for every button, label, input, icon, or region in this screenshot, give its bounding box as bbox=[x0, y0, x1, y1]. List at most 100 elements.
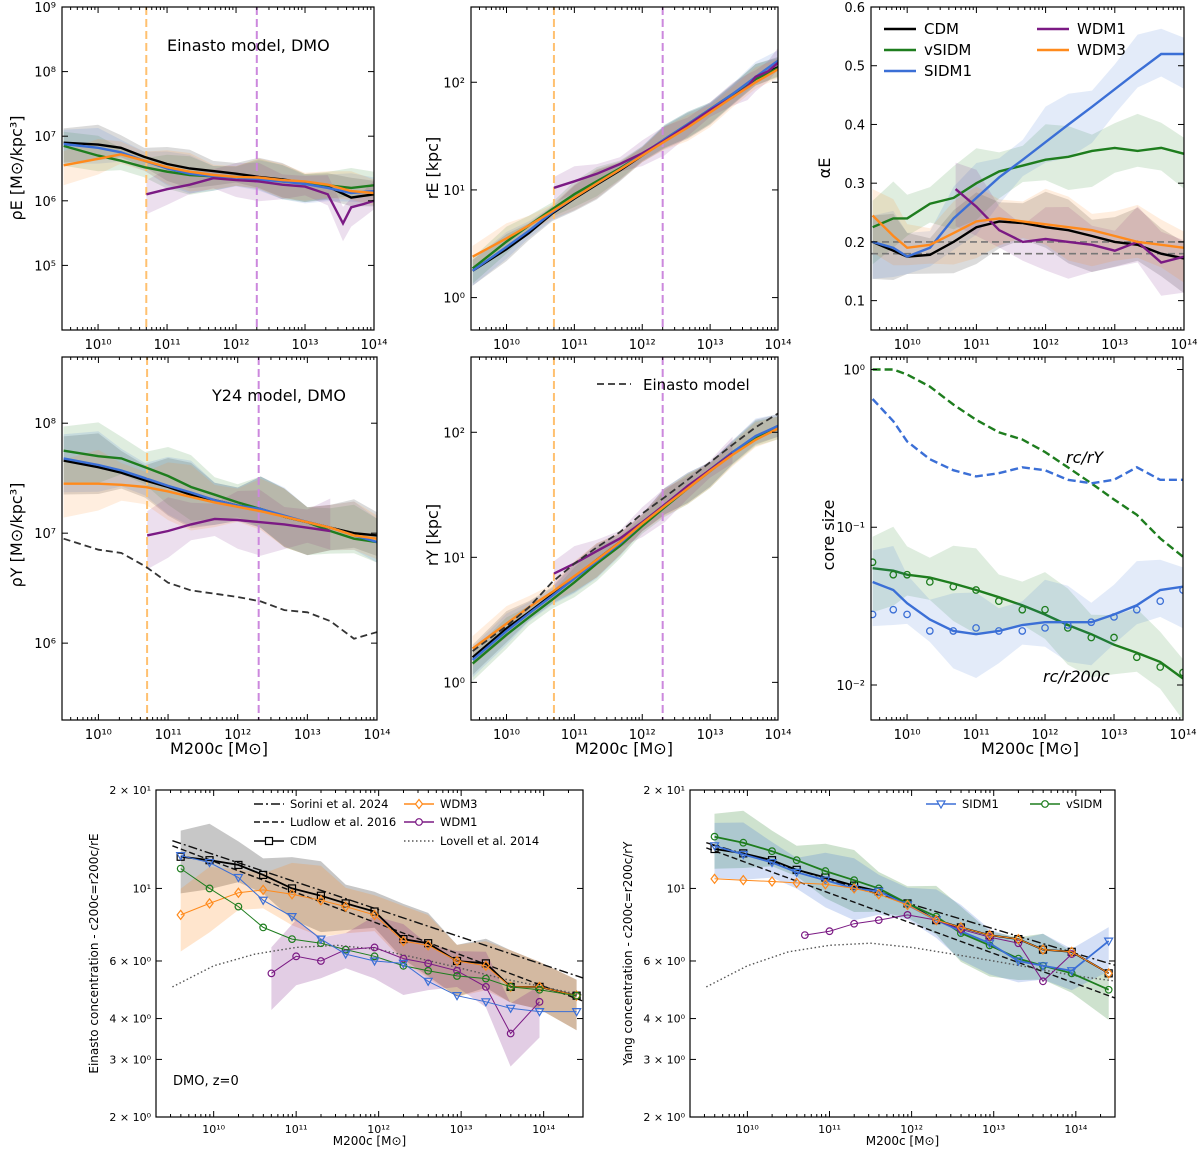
panel-rY: 10¹⁰ 10¹¹ 10¹² 10¹³ 10¹⁴ 10⁰ 10¹ 10² rY [kpc] M20… bbox=[423, 356, 791, 758]
scatter-band-CDM bbox=[872, 191, 1184, 294]
scatter-band-SIDM1 bbox=[872, 28, 1184, 279]
scatter-band-CDM bbox=[180, 823, 577, 1031]
data-point bbox=[1014, 939, 1023, 948]
series-line-WDM3 bbox=[471, 427, 778, 650]
y-tick-label: 6 × 10⁰ bbox=[109, 955, 151, 968]
y-axis-label: rY [kpc] bbox=[423, 504, 442, 566]
data-point bbox=[767, 876, 777, 887]
data-point bbox=[902, 901, 913, 911]
x-tick-label: 10¹³ bbox=[450, 1123, 473, 1136]
data-point bbox=[481, 982, 490, 991]
x-tick-label: 10¹¹ bbox=[285, 1123, 308, 1136]
data-point bbox=[398, 959, 409, 969]
x-axis-label: M200c [M⊙] bbox=[866, 1134, 939, 1148]
core-marker bbox=[1156, 663, 1165, 671]
data-point bbox=[258, 884, 268, 896]
scatter-band-SIDM1 bbox=[472, 414, 778, 678]
scatter-band-vSIDM bbox=[63, 131, 374, 203]
data-point bbox=[481, 974, 490, 983]
x-tick-label: 10¹¹ bbox=[561, 728, 588, 743]
core-marker bbox=[949, 627, 958, 635]
x-tick-label: 10¹² bbox=[1032, 338, 1059, 353]
y-tick-label: 10⁸ bbox=[34, 66, 56, 81]
series-line-WDM3 bbox=[472, 68, 778, 258]
data-point bbox=[370, 952, 379, 961]
legend-label: SIDM1 bbox=[962, 797, 999, 811]
data-point bbox=[424, 959, 433, 968]
data-point bbox=[956, 921, 966, 933]
data-point bbox=[341, 901, 350, 913]
core-marker bbox=[871, 558, 877, 567]
plot-area bbox=[471, 357, 778, 720]
data-point bbox=[1039, 977, 1047, 986]
data-point bbox=[506, 981, 515, 993]
data-point bbox=[1038, 944, 1048, 956]
data-point bbox=[399, 934, 408, 944]
series-line-SIDM1-rc-r200c bbox=[872, 580, 1183, 636]
plot-area bbox=[63, 357, 377, 720]
x-tick-label: 10¹² bbox=[629, 338, 656, 353]
y-tick-label: 10¹ bbox=[443, 551, 465, 566]
x-tick-label: 10¹¹ bbox=[963, 728, 990, 743]
y-tick-label: 0.6 bbox=[844, 1, 865, 16]
core-marker bbox=[1179, 586, 1183, 594]
data-point bbox=[287, 888, 297, 900]
data-point bbox=[369, 957, 380, 967]
x-tick-label: 10¹⁴ bbox=[361, 338, 388, 353]
scatter-band-WDM1 bbox=[147, 490, 331, 570]
data-point bbox=[204, 858, 215, 868]
series-line-vSIDM bbox=[180, 868, 577, 997]
data-point bbox=[452, 955, 462, 967]
panel-concE: 10¹⁰ 10¹¹ 10¹² 10¹³ 10¹⁴ 2 × 10⁰ 3 × 10⁰ 4 × 10… bbox=[87, 784, 584, 1148]
data-point bbox=[286, 913, 298, 922]
legend-label-SIDM1: SIDM1 bbox=[924, 62, 972, 80]
core-marker bbox=[903, 610, 911, 619]
x-tick-label: 10¹⁰ bbox=[894, 728, 921, 743]
data-point bbox=[791, 868, 802, 878]
y-tick-label: 10⁰ bbox=[443, 292, 465, 307]
axes-frame bbox=[870, 6, 1185, 331]
x-axis-label: M200c [M⊙] bbox=[170, 739, 268, 758]
legend-label: WDM1 bbox=[440, 815, 477, 829]
y-tick-label: 2 × 10⁰ bbox=[643, 1111, 685, 1124]
series-line-Einasto-model bbox=[63, 537, 377, 640]
y-tick-label: 10⁷ bbox=[34, 130, 56, 145]
x-tick-label: 10¹² bbox=[1032, 728, 1059, 743]
x-tick-label: 10¹³ bbox=[1101, 728, 1128, 743]
plot-area bbox=[871, 28, 1184, 296]
legend-label-einasto: Einasto model bbox=[643, 376, 750, 394]
scatter-band-vSIDM bbox=[872, 113, 1184, 265]
data-point bbox=[821, 878, 830, 890]
y-tick-label: 0.1 bbox=[844, 295, 865, 310]
core-marker bbox=[925, 578, 934, 586]
data-point bbox=[572, 991, 581, 1000]
data-point bbox=[292, 952, 301, 961]
data-point bbox=[506, 982, 515, 991]
data-point bbox=[849, 882, 859, 894]
x-tick-label: 10¹⁰ bbox=[85, 338, 112, 353]
y-tick-label: 10⁹ bbox=[34, 1, 56, 16]
data-point bbox=[424, 939, 433, 948]
data-point bbox=[535, 985, 544, 994]
x-tick-label: 10¹⁴ bbox=[364, 728, 391, 743]
series-line-WDM1 bbox=[146, 517, 331, 537]
data-point bbox=[1066, 967, 1077, 976]
data-point bbox=[287, 884, 297, 893]
legend-label: Sorini et al. 2024 bbox=[290, 797, 388, 811]
series-line-SIDM1-rc-rY bbox=[871, 398, 1183, 485]
axes-frame bbox=[689, 789, 1116, 1118]
data-point bbox=[423, 939, 433, 951]
data-point bbox=[800, 931, 809, 939]
data-point bbox=[481, 960, 491, 972]
x-tick-label: 10¹¹ bbox=[963, 338, 990, 353]
data-point bbox=[205, 884, 214, 893]
panel-rhoE: 10¹⁰ 10¹¹ 10¹² 10¹³ 10¹⁴ 10⁵ 10⁶ 10⁷ 10⁸ 10⁹ Einas… bbox=[7, 1, 387, 353]
plot-area bbox=[63, 7, 374, 330]
data-point bbox=[1104, 985, 1113, 994]
annotation-rc-r200c: rc/r200c bbox=[1043, 667, 1110, 686]
annotation-rc-rY: rc/rY bbox=[1066, 448, 1104, 467]
y-tick-label: 10⁻² bbox=[836, 679, 865, 694]
y-tick-label: 10⁶ bbox=[34, 637, 56, 652]
y-tick-label: 10⁰ bbox=[443, 676, 465, 691]
